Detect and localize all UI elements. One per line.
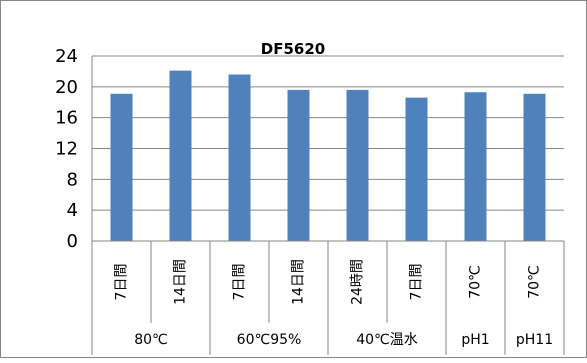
bar	[405, 97, 428, 241]
chart-title: DF5620	[261, 40, 325, 58]
category-label: 7日間	[409, 264, 425, 301]
y-tick-label: 0	[67, 231, 78, 252]
bar	[228, 74, 251, 241]
y-tick-label: 20	[55, 77, 78, 98]
group-label: pH11	[516, 332, 553, 348]
y-tick-label: 4	[67, 200, 78, 221]
group-label: 60℃95%	[237, 332, 302, 348]
category-label: 70℃	[527, 265, 543, 299]
y-tick-label: 24	[55, 46, 78, 67]
y-tick-label: 12	[55, 139, 78, 160]
category-label: 7日間	[232, 264, 248, 301]
y-axis: 0 4 8 12 16 20 24	[55, 46, 93, 252]
category-label: 70℃	[468, 265, 484, 299]
group-label: 80℃	[134, 332, 168, 348]
x-axis: 7日間 14日間 7日間 14日間 24時間 7日間 70℃ 70℃ 80℃ 60℃95% 40℃温…	[91, 240, 565, 355]
bar	[464, 92, 487, 242]
bars	[110, 70, 546, 242]
category-label: 14日間	[291, 259, 307, 305]
bar	[287, 89, 310, 242]
category-label: 7日間	[114, 264, 130, 301]
category-label: 24時間	[350, 259, 366, 305]
group-label: pH1	[461, 332, 489, 348]
group-label: 40℃温水	[356, 332, 418, 348]
bar	[346, 89, 369, 242]
y-tick-label: 16	[55, 108, 78, 129]
category-label: 14日間	[173, 259, 189, 305]
bar	[523, 93, 546, 241]
bar	[169, 70, 192, 241]
y-tick-label: 8	[67, 169, 78, 190]
bar	[110, 93, 133, 241]
